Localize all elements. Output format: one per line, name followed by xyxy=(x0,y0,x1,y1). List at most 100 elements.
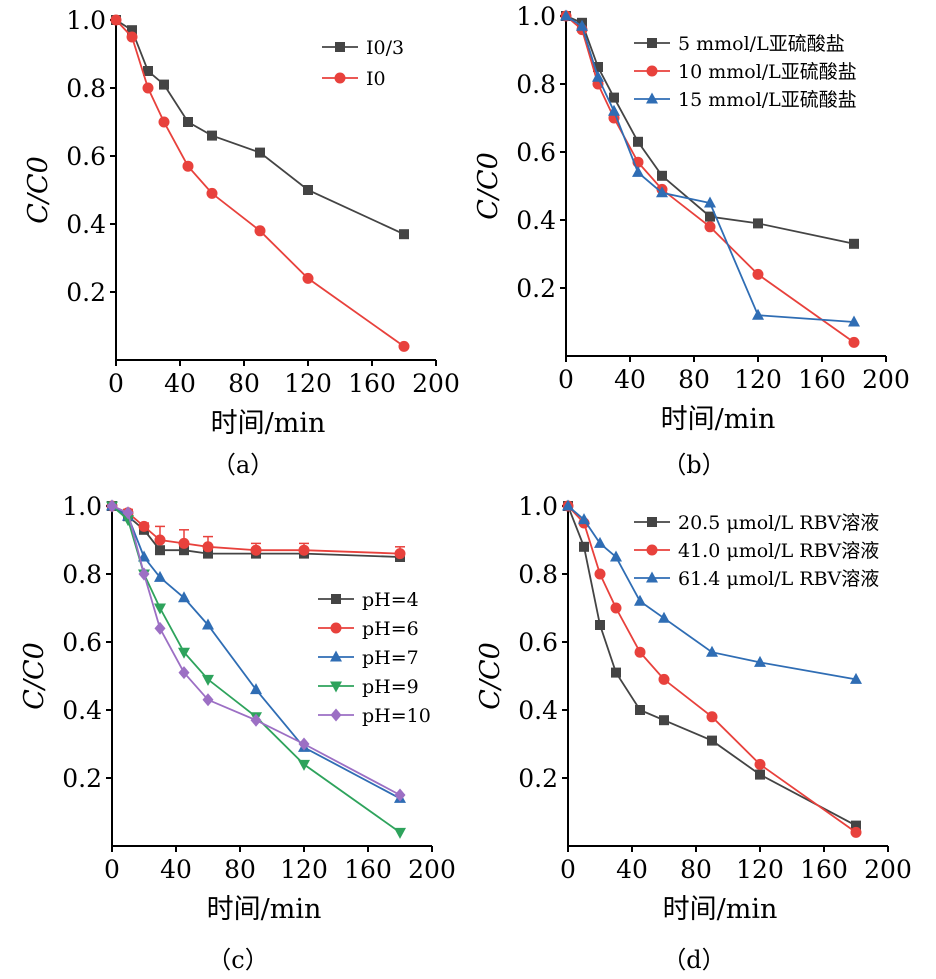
y-tick-label: 0.8 xyxy=(518,560,558,589)
data-point xyxy=(706,711,718,723)
x-axis-label: 时间/min xyxy=(207,894,322,925)
data-point xyxy=(848,336,860,348)
data-point xyxy=(635,705,645,715)
legend-marker xyxy=(330,708,342,722)
x-tick-label: 120 xyxy=(280,855,328,884)
data-point xyxy=(178,537,190,549)
data-point xyxy=(302,272,314,284)
legend-marker xyxy=(330,681,342,693)
legend-label: pH=7 xyxy=(362,647,419,669)
series-0: 5 mmol/L亚硫酸盐 xyxy=(561,11,859,249)
x-tick-label: 0 xyxy=(558,365,574,394)
legend-label: pH=6 xyxy=(362,618,419,640)
y-tick-label: 0.6 xyxy=(66,142,106,171)
series-1: I0 xyxy=(110,14,410,352)
data-point xyxy=(707,735,717,746)
data-point xyxy=(122,515,134,527)
data-point xyxy=(752,268,764,280)
legend-marker xyxy=(330,650,342,662)
data-point xyxy=(106,499,118,513)
y-tick-label: 0.4 xyxy=(62,696,102,725)
data-point xyxy=(154,603,166,615)
data-point xyxy=(576,19,588,31)
data-point xyxy=(250,683,262,695)
data-point xyxy=(179,545,189,556)
data-point xyxy=(560,9,572,21)
data-point xyxy=(178,647,190,659)
y-tick-label: 0.2 xyxy=(518,764,558,793)
x-tick-label: 200 xyxy=(408,855,456,884)
x-tick-label: 40 xyxy=(616,855,648,884)
y-axis-label: C/C0 xyxy=(473,152,504,220)
data-point xyxy=(138,567,150,581)
x-tick-label: 40 xyxy=(160,855,192,884)
data-point xyxy=(594,568,606,580)
data-point xyxy=(182,160,194,172)
data-point xyxy=(394,827,406,839)
chart-panel-c: 0 40 80 120 160 200 0.2 0.4 0.6 0.8 1.0 时间/min C/C0 （… xyxy=(19,492,456,974)
data-point xyxy=(706,645,718,657)
series-0: I0/3 xyxy=(111,15,409,240)
x-axis-label: 时间/min xyxy=(661,404,776,435)
data-point xyxy=(154,534,166,546)
data-point xyxy=(122,506,134,520)
x-tick-label: 160 xyxy=(798,365,846,394)
x-tick-label: 120 xyxy=(734,365,782,394)
series-2: pH=7 xyxy=(106,499,419,803)
data-point xyxy=(608,104,620,116)
x-tick-label: 0 xyxy=(560,855,576,884)
series-3: pH=9 xyxy=(106,501,419,839)
data-point xyxy=(753,218,763,229)
legend-marker xyxy=(334,72,346,84)
y-tick-label: 0.8 xyxy=(516,70,556,99)
data-point xyxy=(399,229,409,240)
data-point xyxy=(848,315,860,327)
data-point xyxy=(704,196,716,208)
series-line xyxy=(115,19,405,236)
legend-label: 20.5 μmol/L RBV溶液 xyxy=(678,512,879,534)
x-axis-label: 时间/min xyxy=(663,894,778,925)
x-tick-label: 80 xyxy=(224,855,256,884)
data-point xyxy=(609,92,619,103)
x-tick-label: 120 xyxy=(736,855,784,884)
data-point xyxy=(398,340,410,352)
data-point xyxy=(610,550,622,562)
y-tick-label: 0.6 xyxy=(516,138,556,167)
data-point xyxy=(207,130,217,141)
data-point xyxy=(656,186,668,198)
series-2: 15 mmol/L亚硫酸盐 xyxy=(560,9,860,327)
panel-label: （b） xyxy=(662,451,725,479)
data-point xyxy=(202,618,214,630)
series-line xyxy=(115,19,405,348)
legend-marker xyxy=(647,38,657,48)
y-tick-label: 1.0 xyxy=(516,2,556,31)
data-point xyxy=(595,620,605,630)
x-tick-label: 200 xyxy=(412,369,460,398)
x-tick-label: 80 xyxy=(680,855,712,884)
y-axis-label: C/C0 xyxy=(23,156,54,224)
data-point xyxy=(183,117,193,127)
y-tick-label: 0.6 xyxy=(62,628,102,657)
x-tick-label: 120 xyxy=(284,369,332,398)
chart-panel-a: 0 40 80 120 160 200 0.2 0.4 0.6 0.8 1.0 时间/min C/C0 （… xyxy=(23,6,460,479)
x-tick-label: 40 xyxy=(614,365,646,394)
data-point xyxy=(155,545,165,556)
y-axis-label: C/C0 xyxy=(475,642,506,710)
legend-marker xyxy=(647,517,657,527)
data-point xyxy=(202,693,214,707)
data-point xyxy=(562,499,574,511)
legend-label: I0 xyxy=(366,68,386,90)
legend-label: pH=9 xyxy=(362,676,419,698)
data-point xyxy=(658,611,670,623)
y-tick-label: 0.4 xyxy=(516,206,556,235)
data-point xyxy=(202,674,214,686)
panel-label: （a） xyxy=(212,451,274,479)
data-point xyxy=(579,541,589,552)
data-point xyxy=(255,147,265,158)
legend-label: pH=4 xyxy=(362,589,419,611)
data-point xyxy=(250,713,262,727)
data-point xyxy=(159,79,169,90)
y-tick-label: 0.4 xyxy=(518,696,558,725)
x-tick-label: 160 xyxy=(348,369,396,398)
y-tick-label: 0.8 xyxy=(66,74,106,103)
